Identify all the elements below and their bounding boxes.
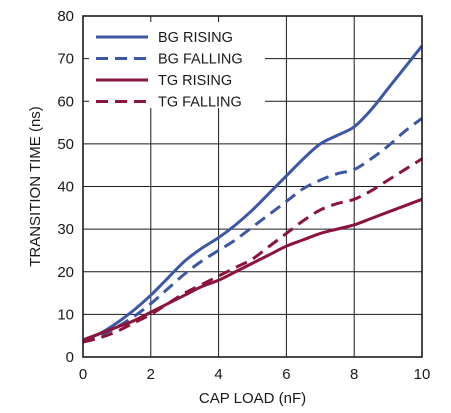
x-tick-label: 6 (282, 366, 290, 383)
series-line-tg-falling (82, 157, 423, 344)
x-tick-label: 10 (414, 366, 431, 383)
y-tick-label: 50 (57, 136, 74, 153)
legend-label: TG FALLING (158, 95, 242, 111)
y-tick-label: 10 (57, 306, 74, 323)
x-tick-label: 2 (147, 366, 155, 383)
x-axis-title: CAP LOAD (nF) (199, 390, 306, 407)
y-tick-label: 40 (57, 179, 74, 196)
legend-label: BG FALLING (158, 52, 243, 68)
x-tick-label: 8 (350, 366, 358, 383)
legend-label: TG RISING (158, 73, 232, 89)
series-line-bg-falling (82, 117, 423, 342)
y-tick-label: 0 (66, 349, 74, 366)
series-line-bg-rising (82, 44, 424, 342)
y-tick-label: 80 (57, 8, 74, 25)
x-tick-label: 0 (79, 366, 87, 383)
series-line-tg-rising (82, 197, 423, 342)
y-tick-label: 20 (57, 264, 74, 281)
legend: BG RISING BG FALLING TG RISING TG FALLING (96, 30, 243, 111)
plot-frame (82, 15, 423, 358)
x-tick-label: 4 (214, 366, 222, 383)
y-tick-label: 70 (57, 51, 74, 68)
y-axis-title: TRANSITION TIME (ns) (27, 106, 44, 267)
y-tick-label: 60 (57, 93, 74, 110)
y-tick-label: 30 (57, 221, 74, 238)
legend-label: BG RISING (158, 30, 233, 46)
series-lines (82, 44, 424, 344)
y-axis-ticks: 0 10 20 30 40 50 60 70 80 (57, 8, 74, 366)
x-axis-ticks: 0 2 4 6 8 10 (79, 366, 431, 383)
